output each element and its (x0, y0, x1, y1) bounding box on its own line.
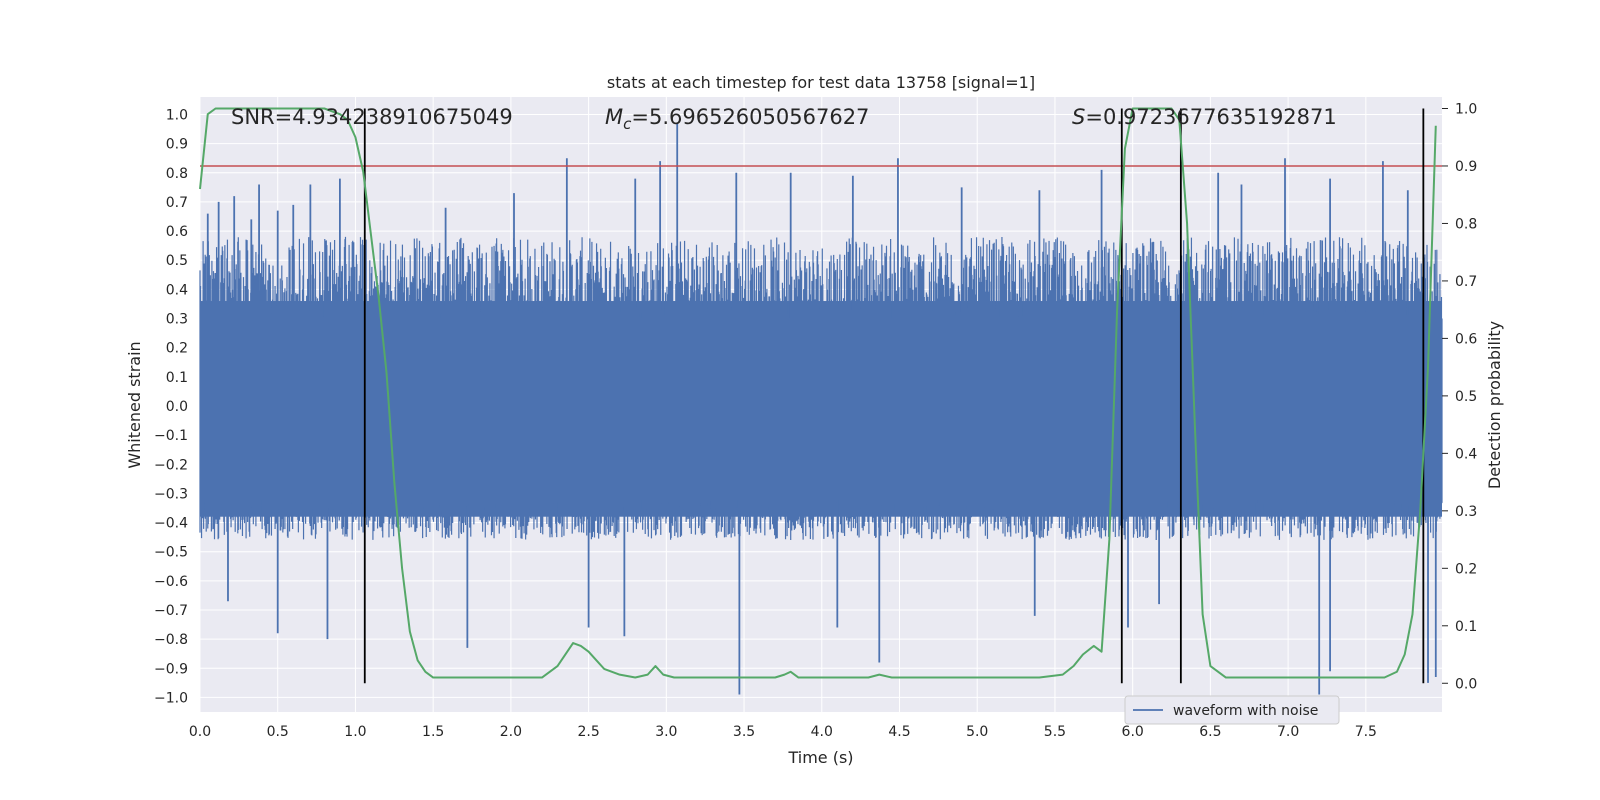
detection-probability-line (199, 107, 1437, 679)
y-left-tick-labels: 1.0 0.9 0.8 0.7 0.6 0.5 0.4 0.3 0.2 0.1 0.0 −0.1 −0.… (154, 107, 188, 706)
x-tick-labels: 0.0 0.5 1.0 1.5 2.0 2.5 3.0 3.5 4.0 4.5 5.0 5.5 6.0 6… (189, 724, 1377, 740)
y-right-tick-label: 0.8 (1455, 216, 1477, 232)
y-left-tick-label: 0.4 (166, 282, 188, 298)
chirp-mass-annotation: Mc=5.696526050567627 (605, 105, 869, 133)
y-left-tick-label: −0.9 (154, 661, 188, 677)
y-left-tick-label: 1.0 (166, 107, 188, 123)
y-right-tick-label: 0.3 (1455, 504, 1477, 520)
waveform-noise-trace (199, 236, 1443, 541)
legend-label-waveform: waveform with noise (1173, 703, 1318, 719)
score-annotation: S=0.9723677635192871 (1072, 105, 1337, 129)
y-right-tick-label: 0.5 (1455, 389, 1477, 405)
chirp-mass-subscript: c (623, 115, 632, 133)
y-left-tick-label: −0.8 (154, 632, 188, 648)
x-tick-label: 0.5 (267, 724, 289, 740)
y-left-tick-label: 0.7 (166, 195, 188, 211)
x-tick-label: 5.0 (966, 724, 988, 740)
y-left-tick-label: 0.1 (166, 370, 188, 386)
y-left-tick-label: −0.3 (154, 486, 188, 502)
legend: waveform with noise (1124, 695, 1340, 725)
y-right-tick-label: 0.1 (1455, 619, 1477, 635)
x-tick-label: 1.5 (422, 724, 444, 740)
x-tick-label: 7.0 (1277, 724, 1299, 740)
y-left-tick-label: −0.1 (154, 428, 188, 444)
y-left-tick-label: −0.5 (154, 545, 188, 561)
x-tick-label: 3.5 (733, 724, 755, 740)
x-tick-label: 4.5 (888, 724, 910, 740)
x-tick-label: 0.0 (189, 724, 211, 740)
y-left-tick-label: −0.4 (154, 516, 188, 532)
chirp-mass-value: =5.696526050567627 (631, 105, 869, 129)
legend-box (1124, 695, 1340, 725)
y-left-tick-label: 0.8 (166, 166, 188, 182)
x-tick-label: 1.0 (344, 724, 366, 740)
x-tick-label: 6.0 (1122, 724, 1144, 740)
x-tick-label: 4.0 (811, 724, 833, 740)
y-left-tick-label: 0.2 (166, 341, 188, 357)
y-left-tick-label: 0.5 (166, 253, 188, 269)
y-axis-left-label: Whitened strain (125, 341, 144, 468)
y-left-tick-label: 0.0 (166, 399, 188, 415)
y-axis-right-label: Detection probability (1485, 321, 1504, 489)
x-axis-label: Time (s) (787, 748, 853, 767)
y-right-tick-label: 1.0 (1455, 101, 1477, 117)
y-right-tick-label: 0.7 (1455, 274, 1477, 290)
y-right-tick-label: 0.0 (1455, 676, 1477, 692)
overlay-layer (199, 107, 1442, 684)
y-right-tick-label: 0.2 (1455, 561, 1477, 577)
x-tick-label: 2.0 (500, 724, 522, 740)
y-right-tick-label: 0.9 (1455, 159, 1477, 175)
y-left-tick-label: −0.2 (154, 457, 188, 473)
y-left-tick-label: −0.7 (154, 603, 188, 619)
y-left-tick-label: −0.6 (154, 574, 188, 590)
y-left-tick-label: 0.9 (166, 137, 188, 153)
x-tick-label: 2.5 (577, 724, 599, 740)
noise-layer (199, 123, 1443, 695)
chirp-mass-symbol: M (605, 105, 623, 129)
y-left-tick-label: 0.6 (166, 224, 188, 240)
score-value: =0.9723677635192871 (1085, 105, 1336, 129)
score-symbol: S (1072, 105, 1085, 129)
x-tick-label: 3.0 (655, 724, 677, 740)
snr-annotation: SNR=4.934238910675049 (231, 105, 513, 129)
y-right-tick-labels: 1.0 0.9 0.8 0.7 0.6 0.5 0.4 0.3 0.2 0.1 0.0 (1442, 101, 1477, 692)
x-tick-label: 6.5 (1199, 724, 1221, 740)
x-tick-label: 5.5 (1044, 724, 1066, 740)
chart-title: stats at each timestep for test data 137… (607, 73, 1035, 92)
y-left-tick-label: 0.3 (166, 312, 188, 328)
y-right-tick-label: 0.4 (1455, 446, 1477, 462)
y-left-tick-label: −1.0 (154, 690, 188, 706)
x-tick-label: 7.5 (1355, 724, 1377, 740)
y-right-tick-label: 0.6 (1455, 331, 1477, 347)
